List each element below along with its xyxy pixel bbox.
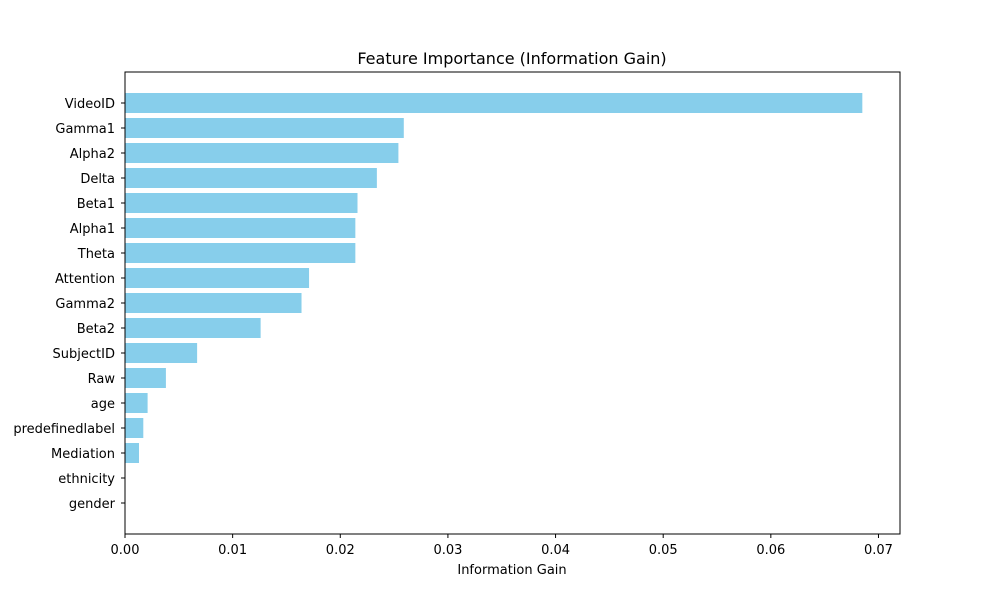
plot-frame xyxy=(124,71,901,535)
y-tick-label: Gamma2 xyxy=(55,297,115,312)
y-tick-label: Beta2 xyxy=(77,322,115,337)
x-tick-label: 0.00 xyxy=(111,543,140,558)
y-tick-label: Alpha1 xyxy=(70,222,115,237)
bar-theta xyxy=(125,243,356,263)
x-tick-label: 0.06 xyxy=(756,543,785,558)
bar-gamma1 xyxy=(125,118,404,138)
y-tick-label: SubjectID xyxy=(53,347,115,362)
bar-predefinedlabel xyxy=(125,418,144,438)
y-tick-label: Alpha2 xyxy=(70,147,115,162)
bar-attention xyxy=(125,268,310,288)
x-tick-label: 0.04 xyxy=(541,543,570,558)
y-tick-label: gender xyxy=(69,497,116,512)
bar-alpha1 xyxy=(125,218,356,238)
bar-beta2 xyxy=(125,318,261,338)
y-tick-label: predefinedlabel xyxy=(13,422,115,437)
bars-group xyxy=(125,93,863,463)
y-tick-label: Attention xyxy=(55,272,115,287)
y-tick-label: ethnicity xyxy=(58,472,115,487)
bar-age xyxy=(125,393,148,413)
bar-videoid xyxy=(125,93,863,113)
x-tick-label: 0.01 xyxy=(218,543,247,558)
y-tick-label: age xyxy=(91,397,115,412)
x-axis-label: Information Gain xyxy=(457,563,566,578)
bar-delta xyxy=(125,168,377,188)
bar-subjectid xyxy=(125,343,198,363)
y-tick-label: Raw xyxy=(88,372,116,387)
bar-alpha2 xyxy=(125,143,399,163)
y-axis-ticks: VideoID Gamma1 Alpha2 Delta Beta1 Alpha1 Theta… xyxy=(13,97,125,512)
y-tick-label: Delta xyxy=(80,172,115,187)
x-tick-label: 0.05 xyxy=(649,543,678,558)
chart-title: Feature Importance (Information Gain) xyxy=(357,49,666,68)
x-axis-ticks: 0.00 0.01 0.02 0.03 0.04 0.05 0.06 0.07 xyxy=(111,534,893,558)
y-tick-label: Gamma1 xyxy=(55,122,115,137)
x-tick-label: 0.07 xyxy=(864,543,893,558)
y-tick-label: Theta xyxy=(77,247,115,262)
y-tick-label: Beta1 xyxy=(77,197,115,212)
bar-mediation xyxy=(125,443,139,463)
bar-raw xyxy=(125,368,166,388)
y-tick-label: Mediation xyxy=(51,447,115,462)
x-tick-label: 0.02 xyxy=(326,543,355,558)
x-tick-label: 0.03 xyxy=(433,543,462,558)
bar-gamma2 xyxy=(125,293,302,313)
y-tick-label: VideoID xyxy=(65,97,115,112)
bar-beta1 xyxy=(125,193,358,213)
